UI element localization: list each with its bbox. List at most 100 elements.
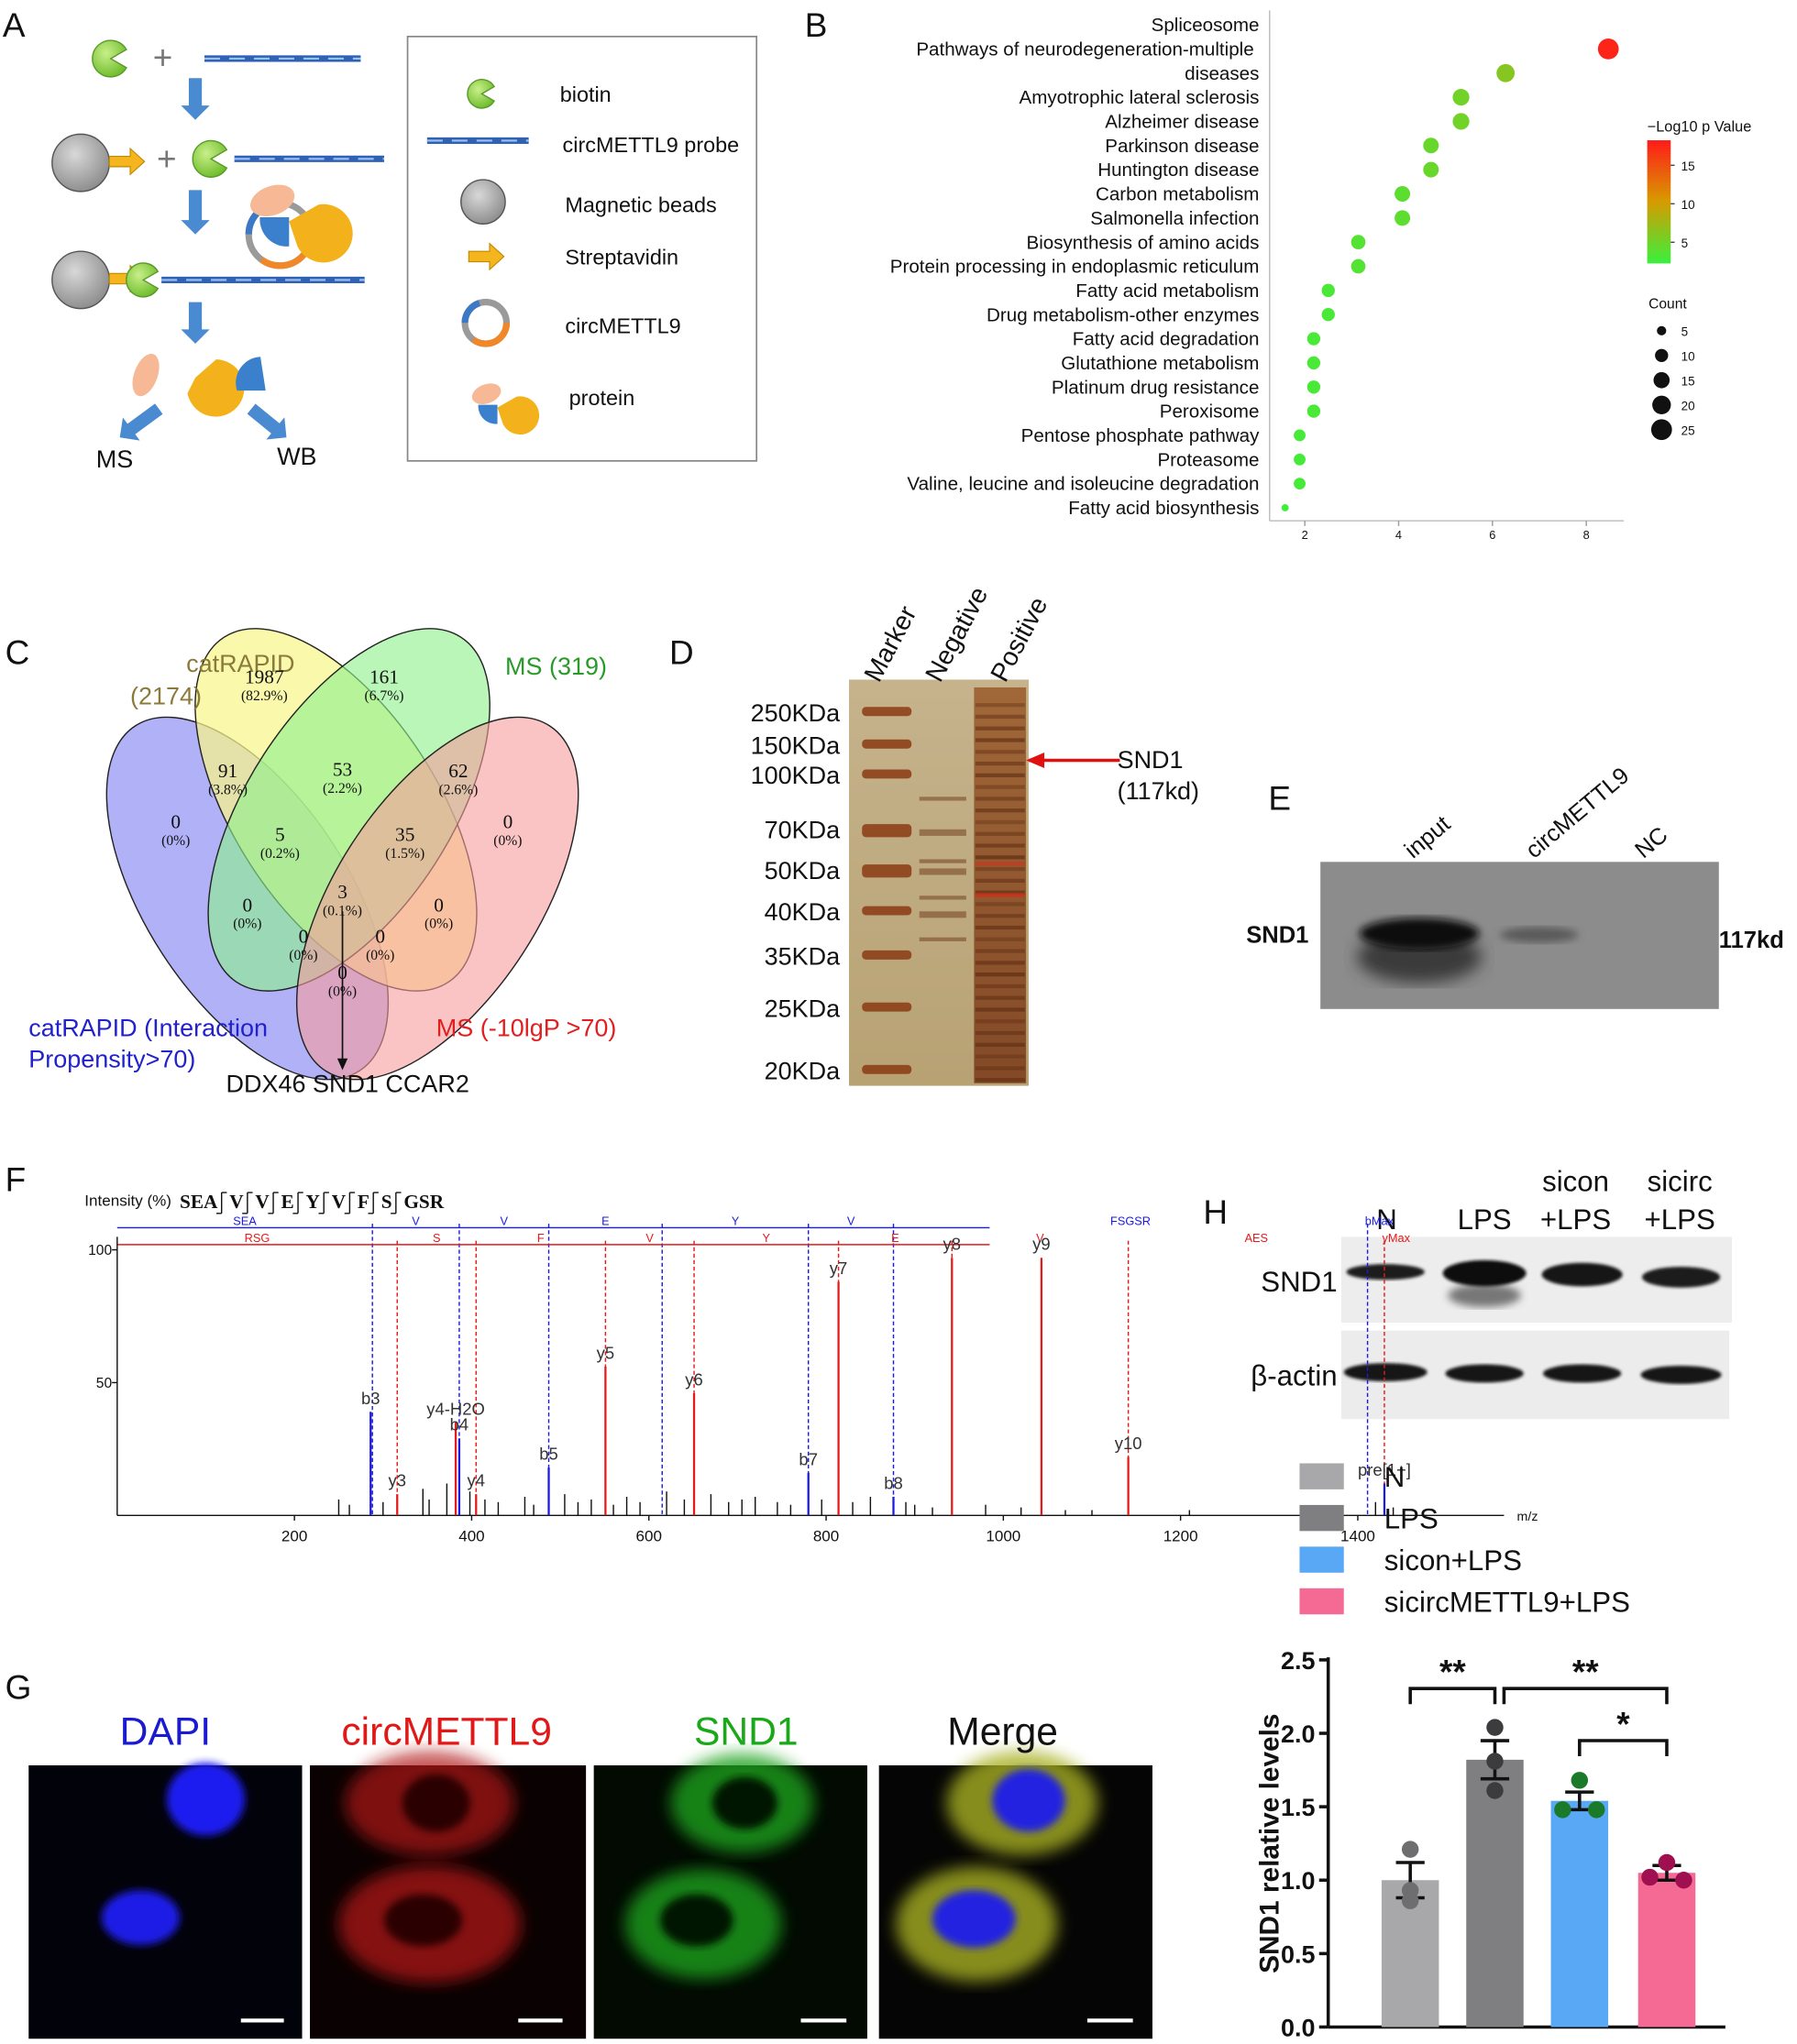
gel-band <box>975 937 1025 941</box>
category-label: Carbon metabolism <box>1096 184 1259 205</box>
colorbar-step <box>1647 213 1671 217</box>
size-key <box>1653 371 1670 389</box>
region-count: 0 <box>375 925 385 947</box>
colorbar-step <box>1647 225 1671 230</box>
y-tick-label: 2.0 <box>1281 1720 1316 1748</box>
size-label: 117kd <box>1719 928 1784 953</box>
significance-bracket <box>1578 1739 1669 1757</box>
protein-label: β-actin <box>1251 1359 1337 1391</box>
protein-icon <box>497 396 540 435</box>
nucleus <box>992 1769 1065 1832</box>
set-label: catRAPID <box>186 650 294 677</box>
sequence-residue: GSR <box>403 1191 444 1213</box>
protein-icon <box>289 203 353 263</box>
biotin-icon <box>92 39 127 78</box>
region-count: 0 <box>299 925 309 947</box>
blot-band <box>1346 1264 1425 1280</box>
blot-band <box>1543 1364 1622 1383</box>
blot-band <box>1641 1267 1721 1288</box>
dot <box>1452 89 1470 106</box>
dot <box>1452 113 1470 130</box>
x-tick-label: 8 <box>1583 528 1590 542</box>
dot <box>1294 453 1306 466</box>
flow-arrow <box>119 403 163 441</box>
peak-label: b5 <box>539 1445 558 1464</box>
category-label: Fatty acid metabolism <box>1075 280 1259 302</box>
pointer-head <box>336 1058 348 1071</box>
channel-title: Merge <box>947 1709 1058 1753</box>
blot-band <box>1442 1259 1527 1287</box>
set-label: MS (-10lgP >70) <box>436 1015 617 1042</box>
ion-ladder-label: V <box>1036 1231 1044 1245</box>
output-label: WB <box>277 443 316 470</box>
dot <box>1306 356 1321 370</box>
size-key-label: 5 <box>1681 325 1689 339</box>
dot <box>1306 332 1321 346</box>
lane-label: +LPS <box>1540 1203 1611 1236</box>
gel-band <box>975 973 1025 977</box>
lane-label: Marker <box>859 601 923 687</box>
bead-icon <box>51 133 111 192</box>
cleavage-mark <box>344 1192 356 1214</box>
marker-band <box>862 824 912 838</box>
protein-icon <box>132 354 160 397</box>
region-count: 62 <box>448 760 468 782</box>
legend-swatch <box>1299 1463 1344 1489</box>
panel-label: A <box>3 6 26 44</box>
colorbar-step <box>1647 166 1671 170</box>
peak-label: y8 <box>943 1235 962 1254</box>
bead-icon <box>51 250 111 310</box>
category-label: Huntington disease <box>1097 159 1259 181</box>
gel-band <box>975 893 1025 897</box>
colorbar-step <box>1647 255 1671 258</box>
blot-smear <box>1448 1283 1521 1308</box>
cleavage-mark <box>216 1192 227 1214</box>
marker-band <box>862 707 912 717</box>
channel-title: circMETTL9 <box>341 1709 552 1753</box>
category-label: Biosynthesis of amino acids <box>1026 232 1259 253</box>
y-tick-label: 100 <box>88 1243 112 1258</box>
peak-label: b4 <box>450 1415 469 1434</box>
data-point <box>1675 1872 1692 1889</box>
size-key <box>1652 395 1671 414</box>
colorbar-step <box>1647 171 1671 175</box>
sequence-residue: S <box>381 1191 392 1213</box>
peak-label: y7 <box>830 1258 848 1278</box>
gel-band <box>975 785 1025 789</box>
ion-ladder-label: E <box>601 1214 610 1228</box>
colorbar-step <box>1647 140 1671 144</box>
legend-label: circMETTL9 probe <box>563 133 740 157</box>
colorbar-step <box>1647 207 1671 212</box>
target-label: SND1 <box>1118 746 1184 774</box>
flow-arrow <box>247 403 287 440</box>
significance-label: ** <box>1439 1654 1466 1691</box>
peak-label: y4-H2O <box>426 1399 485 1418</box>
nucleus <box>101 1890 180 1945</box>
cleavage-mark <box>391 1192 402 1214</box>
marker-band <box>862 864 912 878</box>
category-label-line: diseases <box>1185 63 1259 84</box>
region-percent: (0%) <box>366 948 394 963</box>
bar <box>1466 1759 1524 2028</box>
bar <box>1637 1873 1696 2028</box>
significance-bracket <box>1502 1687 1669 1705</box>
target-size: (117kd) <box>1118 777 1199 805</box>
colorbar-step <box>1647 252 1671 256</box>
panel-label: H <box>1203 1193 1228 1231</box>
gel-band <box>975 866 1025 872</box>
legend-label: protein <box>569 386 635 410</box>
lane-label: sicirc <box>1648 1166 1713 1198</box>
gel-band <box>975 914 1025 918</box>
category-label: Spliceosome <box>1152 15 1260 36</box>
data-point <box>1486 1719 1504 1736</box>
cleavage-mark <box>368 1192 379 1214</box>
biotin-icon <box>192 139 228 178</box>
region-percent: (82.9%) <box>241 688 288 704</box>
peak-label: y5 <box>597 1344 615 1363</box>
cleavage-mark <box>242 1192 253 1214</box>
colorbar-tick-label: 15 <box>1681 159 1695 173</box>
gel-band <box>975 995 1025 1000</box>
region-percent: (0%) <box>424 917 453 932</box>
data-point <box>1401 1892 1419 1909</box>
data-point <box>1554 1801 1571 1819</box>
